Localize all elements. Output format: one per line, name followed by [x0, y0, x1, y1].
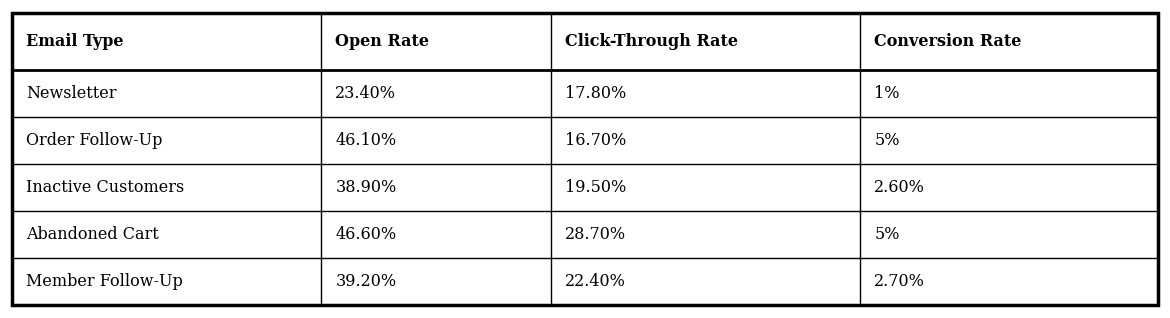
Text: Email Type: Email Type — [26, 33, 123, 50]
Text: 17.80%: 17.80% — [565, 85, 626, 102]
Text: Click-Through Rate: Click-Through Rate — [565, 33, 737, 50]
Text: 5%: 5% — [874, 132, 900, 149]
Text: Conversion Rate: Conversion Rate — [874, 33, 1021, 50]
Text: Member Follow-Up: Member Follow-Up — [26, 273, 183, 290]
Text: 28.70%: 28.70% — [565, 226, 626, 243]
Text: 23.40%: 23.40% — [336, 85, 397, 102]
Text: 5%: 5% — [874, 226, 900, 243]
Text: Order Follow-Up: Order Follow-Up — [26, 132, 163, 149]
Text: 1%: 1% — [874, 85, 900, 102]
Text: 19.50%: 19.50% — [565, 179, 626, 196]
Text: Open Rate: Open Rate — [336, 33, 429, 50]
Text: Newsletter: Newsletter — [26, 85, 116, 102]
Text: 46.10%: 46.10% — [336, 132, 397, 149]
Text: 2.60%: 2.60% — [874, 179, 925, 196]
Text: 39.20%: 39.20% — [336, 273, 397, 290]
Text: 22.40%: 22.40% — [565, 273, 626, 290]
Text: 38.90%: 38.90% — [336, 179, 397, 196]
Text: 46.60%: 46.60% — [336, 226, 397, 243]
Text: Abandoned Cart: Abandoned Cart — [26, 226, 158, 243]
Text: 2.70%: 2.70% — [874, 273, 925, 290]
Text: Inactive Customers: Inactive Customers — [26, 179, 184, 196]
Text: 16.70%: 16.70% — [565, 132, 626, 149]
